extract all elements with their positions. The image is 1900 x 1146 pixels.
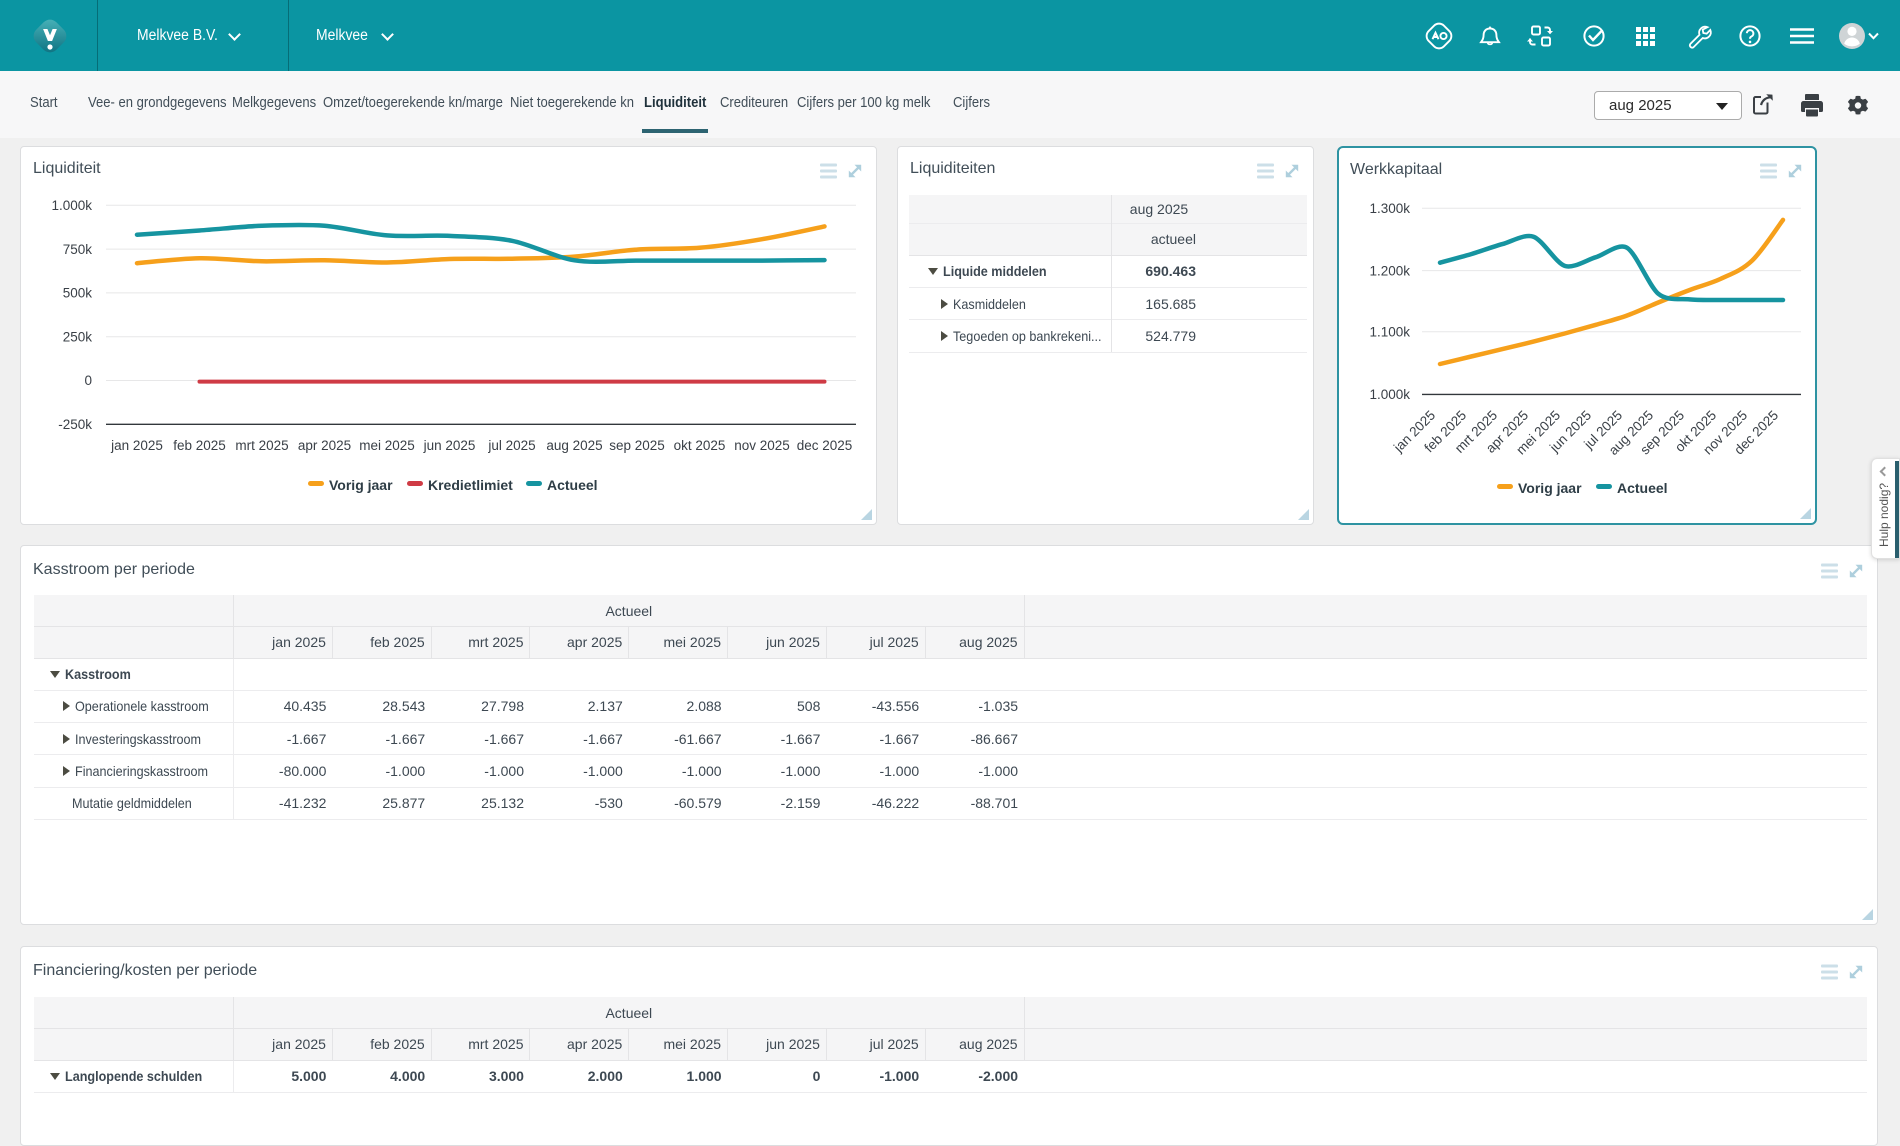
svg-text:Vorig jaar: Vorig jaar [329,477,393,493]
svg-text:Vorig jaar: Vorig jaar [1518,480,1582,496]
svg-text:mei 2025: mei 2025 [359,438,415,453]
svg-text:1.000k: 1.000k [1369,387,1410,402]
svg-text:mrt 2025: mrt 2025 [235,438,288,453]
svg-text:feb 2025: feb 2025 [173,438,226,453]
svg-text:0: 0 [84,373,92,388]
svg-text:sep 2025: sep 2025 [609,438,665,453]
svg-text:-250k: -250k [58,417,92,432]
svg-text:Kredietlimiet: Kredietlimiet [428,477,513,493]
svg-text:Actueel: Actueel [547,477,598,493]
svg-text:aug 2025: aug 2025 [546,438,602,453]
svg-text:500k: 500k [63,286,93,301]
svg-text:1.100k: 1.100k [1369,325,1410,340]
svg-text:apr 2025: apr 2025 [298,438,351,453]
svg-text:1.000k: 1.000k [51,198,92,213]
svg-text:jun 2025: jun 2025 [423,438,476,453]
svg-text:nov 2025: nov 2025 [734,438,790,453]
svg-text:dec 2025: dec 2025 [797,438,853,453]
svg-text:jul 2025: jul 2025 [487,438,535,453]
svg-text:750k: 750k [63,242,93,257]
svg-text:okt 2025: okt 2025 [674,438,726,453]
svg-text:1.300k: 1.300k [1369,201,1410,216]
svg-text:1.200k: 1.200k [1369,263,1410,278]
svg-text:jan 2025: jan 2025 [110,438,163,453]
svg-text:Actueel: Actueel [1617,480,1668,496]
svg-text:250k: 250k [63,329,93,344]
